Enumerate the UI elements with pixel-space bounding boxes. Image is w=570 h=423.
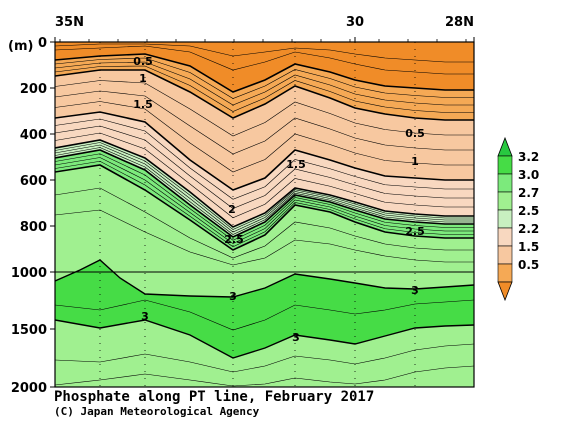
x-tick-label: 28N: [445, 15, 474, 30]
legend-label: 3.0: [518, 168, 539, 182]
y-tick-label: 1500: [11, 323, 47, 338]
contour-label: 0.5: [133, 55, 153, 68]
contour-line: [55, 319, 474, 359]
contour-line: [55, 299, 474, 331]
y-tick-label: 600: [20, 174, 47, 189]
y-tick-label: 2000: [11, 381, 47, 396]
contour-label: 2.5: [405, 225, 425, 238]
legend-swatch: [497, 227, 513, 247]
legend-swatch: [497, 191, 513, 211]
x-tick-label: 35N: [55, 15, 84, 30]
credit-line: (C) Japan Meteorological Agency: [54, 405, 260, 418]
contour-label: 3: [229, 290, 237, 303]
top-axis: 35N 30 28N: [54, 15, 475, 42]
contour-label: 1: [411, 155, 419, 168]
chart-title: Phosphate along PT line, February 2017: [54, 389, 375, 405]
color-legend: 3.2 3.0 2.7 2.5 2.2 1.5 0.5: [497, 136, 539, 302]
contour-label: 1.5: [286, 158, 306, 171]
left-axis: 0 200 400 600 800 1000 1500 2000: [11, 36, 55, 396]
contour-line: [55, 149, 474, 238]
legend-label: 1.5: [518, 240, 539, 254]
legend-label: 0.5: [518, 258, 539, 272]
contour-label: 2.5: [224, 233, 244, 246]
plot-frame: [54, 41, 475, 388]
contour-line: [55, 118, 474, 200]
legend-label: 3.2: [518, 150, 539, 164]
legend-label: 2.5: [518, 204, 539, 218]
legend-label: 2.7: [518, 186, 539, 200]
contour-line: [55, 61, 474, 106]
contour-line: [55, 111, 474, 191]
contour-label: 3: [411, 284, 419, 297]
y-tick-label: 800: [20, 220, 47, 235]
depth-unit-label: (m): [8, 39, 33, 54]
legend-bottom-arrow: [497, 281, 513, 302]
contour-line: [55, 160, 474, 248]
legend-label: 2.2: [518, 222, 539, 236]
y-tick-label: 0: [38, 36, 47, 51]
legend-swatch: [497, 173, 513, 193]
legend-swatch: [497, 263, 513, 283]
contour-labels: 0.5 1 1.5 2 2.5 0.5 1 1.5 2.5 3 3 3 3: [133, 55, 425, 344]
contour-line: [55, 132, 474, 219]
contour-line: [55, 187, 474, 259]
contour-line: [55, 45, 474, 75]
band-5: [55, 42, 474, 92]
y-tick-label: 400: [20, 128, 47, 143]
y-tick-label: 1000: [11, 266, 47, 281]
contour-line: [55, 147, 474, 235]
contour-line: [55, 57, 474, 99]
x-tick-label: 30: [346, 15, 364, 30]
y-tick-label: 200: [20, 82, 47, 97]
contour-line: [55, 65, 474, 113]
contour-line: [55, 259, 474, 298]
contour-field: [55, 42, 474, 387]
contour-label: 3: [141, 310, 149, 323]
legend-swatch: [497, 245, 513, 265]
legend-swatch: [497, 155, 513, 175]
contour-label: 1.5: [133, 98, 153, 111]
legend-swatch: [497, 209, 513, 229]
contour-label: 2: [228, 203, 236, 216]
contour-line: [55, 43, 474, 63]
contour-label: 3: [292, 331, 300, 344]
contour-line: [55, 157, 474, 244]
band-core: [55, 260, 474, 358]
contour-label: 1: [139, 72, 147, 85]
contour-label: 0.5: [405, 127, 425, 140]
legend-top-arrow: [497, 136, 513, 157]
contour-line: [55, 139, 474, 228]
